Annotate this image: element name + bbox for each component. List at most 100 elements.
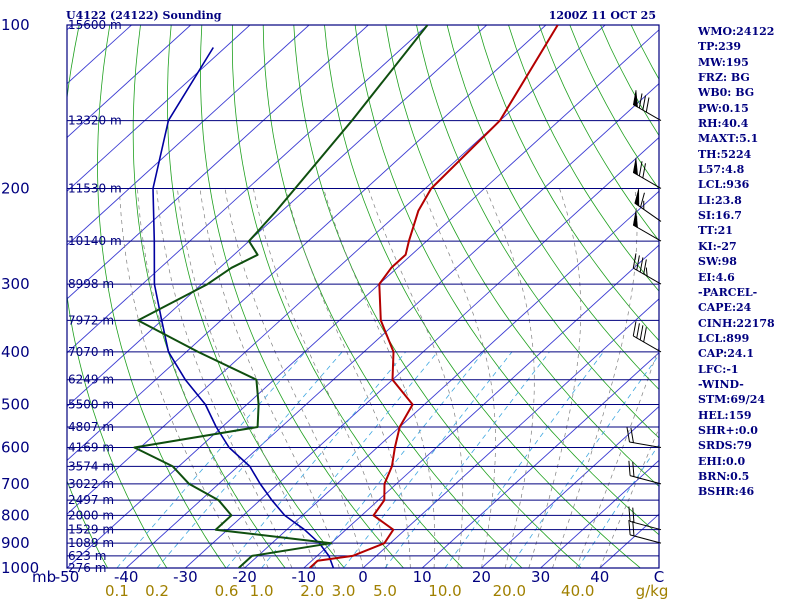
wind-barb-staff: [629, 534, 662, 544]
stat-item: L57:4.8: [698, 163, 745, 177]
wind-barb-feather: [642, 95, 646, 111]
wind-barb-feather: [632, 321, 637, 337]
wind-barb-feather: [632, 521, 635, 536]
stat-item: SHR+:0.0: [698, 423, 758, 437]
pressure-label: 500: [1, 396, 30, 414]
pressure-label: 1000: [1, 559, 39, 577]
temperature-tick-label: -50: [55, 568, 80, 586]
wind-barb-feather: [645, 267, 648, 277]
height-label: 13320 m: [68, 114, 122, 128]
wind-barb-feather: [643, 259, 647, 275]
wind-barb-staff: [629, 520, 662, 531]
stat-item: BSHR:46: [698, 485, 755, 499]
moist-adiabat-line: [199, 188, 340, 568]
stat-item: CAP:24.1: [698, 347, 755, 361]
stat-item: STM:69/24: [698, 393, 765, 407]
isotherm-line: [185, 136, 659, 568]
wind-barb: [628, 506, 662, 531]
stat-item: BRN:0.5: [698, 469, 750, 483]
stat-item: TT:21: [698, 224, 733, 238]
stat-item: CINH:22178: [698, 316, 775, 330]
height-label: 3574 m: [68, 459, 114, 473]
stat-item: LCL:936: [698, 178, 750, 192]
temperature-tick-label: C: [654, 568, 664, 586]
mixing-ratio-line: [261, 351, 439, 568]
moist-adiabat-line: [252, 188, 388, 568]
wind-barb: [632, 89, 662, 122]
wind-barb-feather: [638, 161, 643, 177]
dry-adiabat-line: [354, 25, 659, 536]
moist-adiabat-line: [156, 188, 293, 568]
pressure-label: 800: [1, 506, 30, 524]
isotherm-line: [67, 25, 192, 139]
isotherm-line: [421, 352, 659, 568]
mixing-ratio-label: 0.6: [215, 582, 239, 600]
temperature-tick-label: 30: [531, 568, 550, 586]
pressure-label: 300: [1, 275, 30, 293]
stat-item: LFC:-1: [698, 362, 739, 376]
mixing-ratio-label: 2.0: [300, 582, 324, 600]
dry-adiabat-line: [199, 25, 404, 568]
isotherm-line: [540, 459, 659, 568]
stat-item: PW:0.15: [698, 101, 749, 115]
wind-barb: [632, 253, 662, 285]
sounding-time: 1200Z 11 OCT 25: [548, 9, 656, 22]
wind-barb-staff: [629, 441, 662, 449]
wind-barb-feather: [642, 163, 646, 179]
wind-barb-feather: [640, 192, 645, 208]
moist-adiabat-line: [119, 188, 245, 568]
wind-barb-feather: [638, 93, 643, 109]
stat-item: EHI:0.0: [698, 454, 746, 468]
stat-item: -PARCEL-: [698, 285, 758, 299]
wind-barb: [628, 460, 662, 485]
height-label: 11530 m: [68, 181, 122, 195]
temperature-tick-label: -20: [232, 568, 257, 586]
background-grid: [67, 25, 659, 568]
isotherm-line: [481, 405, 659, 568]
isotherm-line: [244, 190, 659, 568]
plot-frame: [66, 24, 660, 569]
wind-barbs: [626, 89, 662, 544]
mixing-ratio-label: 10.0: [428, 582, 461, 600]
wind-barb-feather: [628, 506, 631, 522]
wind-barb-feather: [632, 253, 637, 269]
stat-item: EI:4.6: [698, 270, 735, 284]
stat-item: HEL:159: [698, 408, 752, 422]
mixing-ratio-label: 1.0: [250, 582, 274, 600]
wind-barb-feather: [636, 255, 640, 271]
wind-barb-feather: [645, 97, 650, 113]
stat-item: SI:16.7: [698, 209, 742, 223]
height-label: 10140 m: [68, 234, 122, 248]
moist-adiabat-line: [137, 188, 269, 568]
stat-item: WB0: BG: [698, 86, 755, 100]
dewpoint-trace: [133, 25, 429, 568]
mixing-ratio-line: [384, 351, 550, 568]
temperature-tick-label: 20: [472, 568, 491, 586]
stat-item: MAXT:5.1: [698, 132, 759, 146]
pressure-label: 700: [1, 475, 30, 493]
moist-adiabat-line: [528, 188, 582, 568]
height-label: 2000 m: [68, 508, 114, 522]
moist-adiabat-line: [575, 345, 659, 568]
temperature-tick-label: 10: [413, 568, 432, 586]
height-label: 4807 m: [68, 420, 114, 434]
isotherm-line: [67, 25, 369, 300]
stat-item: RH:40.4: [698, 117, 749, 131]
isotherm-line: [67, 25, 428, 354]
sounding-profiles: [133, 25, 559, 568]
isotherm-line: [67, 25, 606, 515]
height-label: 2497 m: [68, 493, 114, 507]
height-label: 8998 m: [68, 277, 114, 291]
stat-item: SW:98: [698, 255, 737, 269]
pressure-label: 600: [1, 439, 30, 457]
mixing-ratio-unit-label: g/kg: [636, 582, 669, 600]
parcel-trace: [152, 47, 335, 568]
wind-barb-feather: [628, 520, 631, 535]
pressure-unit-label: mb: [32, 568, 56, 586]
wind-barb-feather: [632, 507, 635, 523]
wind-barb-staff: [629, 475, 662, 485]
height-label: 276 m: [68, 561, 106, 575]
wind-barb-flag: [634, 188, 640, 207]
pressure-label: 100: [1, 16, 30, 34]
wind-barb-flag: [632, 89, 638, 108]
